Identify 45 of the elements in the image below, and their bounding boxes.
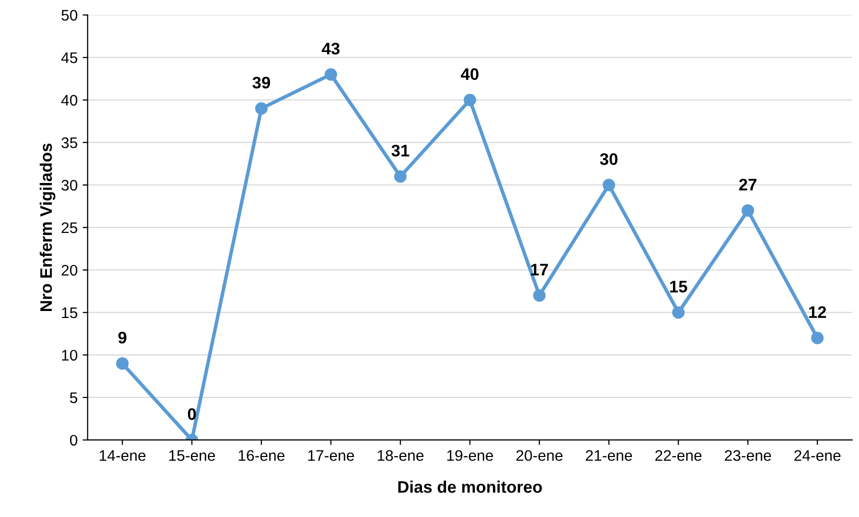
- point: [464, 94, 476, 106]
- y-tick-label: 5: [70, 392, 78, 404]
- point: [672, 306, 685, 319]
- x-tick-label: 17-ene: [308, 450, 354, 461]
- y-tick-label: 40: [61, 94, 78, 106]
- x-tick-label: 14-ene: [100, 450, 146, 461]
- x-tick-label: 21-ene: [586, 450, 632, 461]
- y-tick-label: 25: [62, 222, 78, 234]
- data-label: 39: [252, 76, 270, 89]
- y-axis-title: Nro Enferm Vigilados: [40, 144, 56, 311]
- x-tick-label: 23-ene: [724, 450, 771, 461]
- point: [116, 357, 129, 370]
- y-tick-label: 10: [62, 350, 78, 361]
- point: [533, 289, 546, 302]
- point: [255, 102, 268, 115]
- point: [811, 332, 824, 344]
- point: [742, 204, 754, 217]
- data-label: 30: [600, 153, 618, 166]
- data-label: 0: [188, 408, 196, 420]
- y-tick-label: 50: [62, 10, 78, 21]
- data-label: 17: [531, 264, 548, 276]
- x-tick-label: 24-ene: [794, 450, 840, 461]
- point: [394, 170, 407, 183]
- data-label: 12: [809, 306, 826, 318]
- point: [324, 68, 338, 81]
- x-tick-label: 15-ene: [169, 450, 215, 461]
- data-label: 9: [118, 332, 126, 344]
- data-label: 43: [322, 42, 340, 55]
- data-label: 40: [460, 68, 478, 80]
- y-tick-label: 15: [62, 308, 78, 318]
- x-tick-label: 18-ene: [378, 450, 424, 461]
- data-label: 27: [739, 178, 756, 190]
- x-axis-title: Dias de monitoreo: [398, 480, 542, 493]
- data-label: 31: [391, 144, 410, 157]
- x-tick-label: 20-ene: [516, 450, 562, 461]
- y-tick-label: 45: [61, 52, 78, 64]
- y-tick-label: 20: [62, 264, 78, 276]
- y-tick-label: 0: [70, 434, 78, 446]
- y-tick-label: 30: [61, 180, 78, 191]
- y-tick-label: 35: [61, 137, 78, 148]
- x-tick-label: 22-ene: [655, 450, 702, 461]
- point: [602, 178, 616, 192]
- x-tick-label: 19-ene: [447, 450, 493, 461]
- x-tick-label: 16-ene: [238, 450, 284, 461]
- data-label: 15: [670, 280, 688, 293]
